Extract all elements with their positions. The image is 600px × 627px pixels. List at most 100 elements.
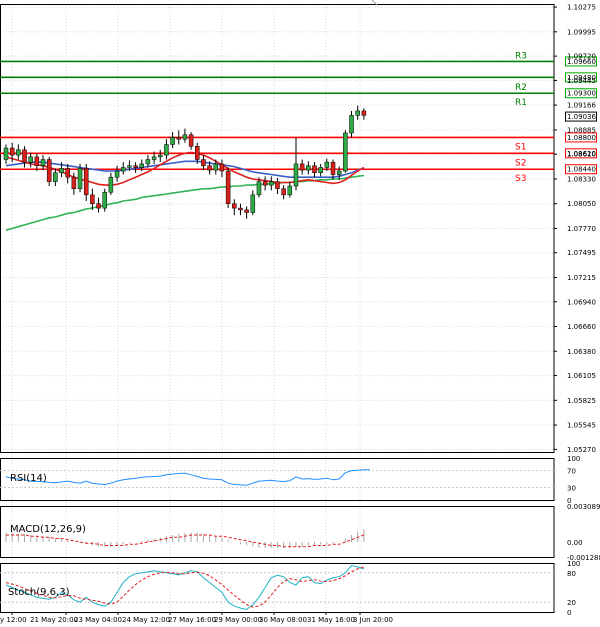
- x-tick-label: 21 May 20:00: [30, 616, 78, 624]
- candle: [219, 159, 225, 178]
- bear-candle-body: [195, 146, 200, 160]
- bull-candle-body: [256, 181, 262, 196]
- candle: [330, 159, 336, 180]
- rsi-tick-label: 0: [567, 497, 571, 505]
- candle: [299, 159, 305, 175]
- candle: [28, 152, 33, 168]
- candle: [53, 168, 58, 187]
- x-tick-label: 24 May 12:00: [122, 616, 170, 624]
- bear-candle-body: [188, 134, 194, 147]
- bull-candle-body: [53, 172, 58, 182]
- bull-candle-body: [28, 156, 33, 163]
- rsi-tick-label: 100: [567, 455, 580, 463]
- scroll-marker: [371, 0, 378, 6]
- candle: [312, 162, 317, 178]
- candle: [250, 190, 256, 216]
- bull-candle-body: [250, 194, 256, 213]
- level-name-R1: R1: [515, 98, 527, 108]
- candle: [306, 161, 311, 175]
- panel-frame-stoch: [0, 563, 555, 613]
- bear-candle-body: [9, 147, 15, 156]
- candle: [287, 181, 293, 198]
- y-tick-label: 1.08610: [567, 151, 596, 159]
- x-tick-label: 30 May 08:00: [259, 616, 307, 624]
- bull-candle-body: [306, 165, 311, 171]
- candle: [96, 197, 101, 213]
- level-name-R2: R2: [515, 83, 527, 93]
- candle: [281, 185, 286, 200]
- candle: [336, 166, 342, 180]
- bull-candle-body: [182, 134, 188, 140]
- bull-candle-body: [336, 170, 342, 175]
- bull-candle-body: [318, 167, 323, 174]
- candle: [127, 160, 132, 172]
- x-tick-label: 31 May 16:00: [307, 616, 355, 624]
- bull-candle-body: [355, 110, 360, 116]
- bear-candle-body: [225, 170, 231, 204]
- stoch-tick-label: 20: [567, 599, 576, 607]
- candle: [158, 149, 163, 163]
- bear-candle-body: [281, 188, 286, 196]
- bull-candle-body: [77, 168, 83, 189]
- bull-candle-body: [139, 163, 144, 168]
- candle: [244, 206, 249, 219]
- candle: [59, 162, 64, 178]
- bear-candle-body: [207, 165, 212, 171]
- bull-candle-body: [293, 163, 299, 187]
- bear-candle-body: [299, 163, 305, 171]
- candle: [262, 176, 268, 191]
- candle: [22, 146, 27, 168]
- candle: [34, 153, 40, 172]
- panel-frame-main: [0, 4, 555, 453]
- x-tick-label: y 12:00: [0, 616, 27, 624]
- level-price-label: 1.09660: [567, 58, 596, 66]
- ma-green-line: [5, 174, 365, 231]
- bear-candle-body: [262, 181, 268, 186]
- level-price-label: 1.08800: [567, 134, 596, 142]
- x-tick-label: 23 May 04:00: [74, 616, 122, 624]
- y-tick-label: 1.06940: [567, 298, 596, 306]
- level-price-label: 1.08440: [567, 166, 596, 174]
- bear-candle-body: [201, 159, 206, 166]
- y-tick-label: 1.05825: [567, 397, 596, 405]
- bear-candle-body: [219, 163, 225, 172]
- rsi-label: RSI(14): [10, 473, 47, 484]
- stoch-label: Stoch(9,6,3): [8, 587, 70, 598]
- bear-candle-body: [275, 181, 280, 189]
- candle: [151, 151, 157, 164]
- candle: [293, 137, 299, 191]
- panel-frames: [0, 0, 555, 613]
- moving-averages: [5, 151, 365, 231]
- candle: [256, 177, 262, 198]
- bear-candle-body: [71, 176, 77, 189]
- bull-candle-body: [120, 167, 126, 172]
- bear-candle-body: [46, 159, 52, 182]
- stoch-tick-label: 100: [567, 560, 580, 568]
- macd-label: MACD(12,26,9): [10, 524, 86, 535]
- bull-candle-body: [108, 176, 114, 193]
- bull-candle-body: [16, 149, 21, 156]
- candle: [232, 199, 237, 216]
- candle: [139, 159, 144, 172]
- level-name-R3: R3: [515, 51, 527, 61]
- panel-frame-macd: [0, 506, 555, 558]
- y-tick-label: 1.06105: [567, 372, 596, 380]
- level-price-label: 1.08620: [567, 150, 596, 158]
- bull-candle-body: [343, 132, 348, 172]
- bull-candle-body: [164, 144, 169, 156]
- bear-candle-body: [330, 161, 336, 175]
- y-tick-label: 1.06660: [567, 323, 596, 331]
- level-price-box-inner: [566, 73, 596, 82]
- rsi-line: [5, 469, 370, 486]
- candle: [207, 161, 212, 175]
- candle: [65, 163, 70, 184]
- candle: [176, 130, 182, 145]
- candle: [77, 163, 83, 193]
- candle: [225, 167, 231, 209]
- candle: [164, 139, 169, 160]
- current-price-box-inner: [566, 112, 596, 121]
- y-tick-label: 1.05270: [567, 446, 596, 454]
- level-name-S2: S2: [515, 158, 526, 168]
- y-tick-label: 1.09720: [567, 53, 596, 61]
